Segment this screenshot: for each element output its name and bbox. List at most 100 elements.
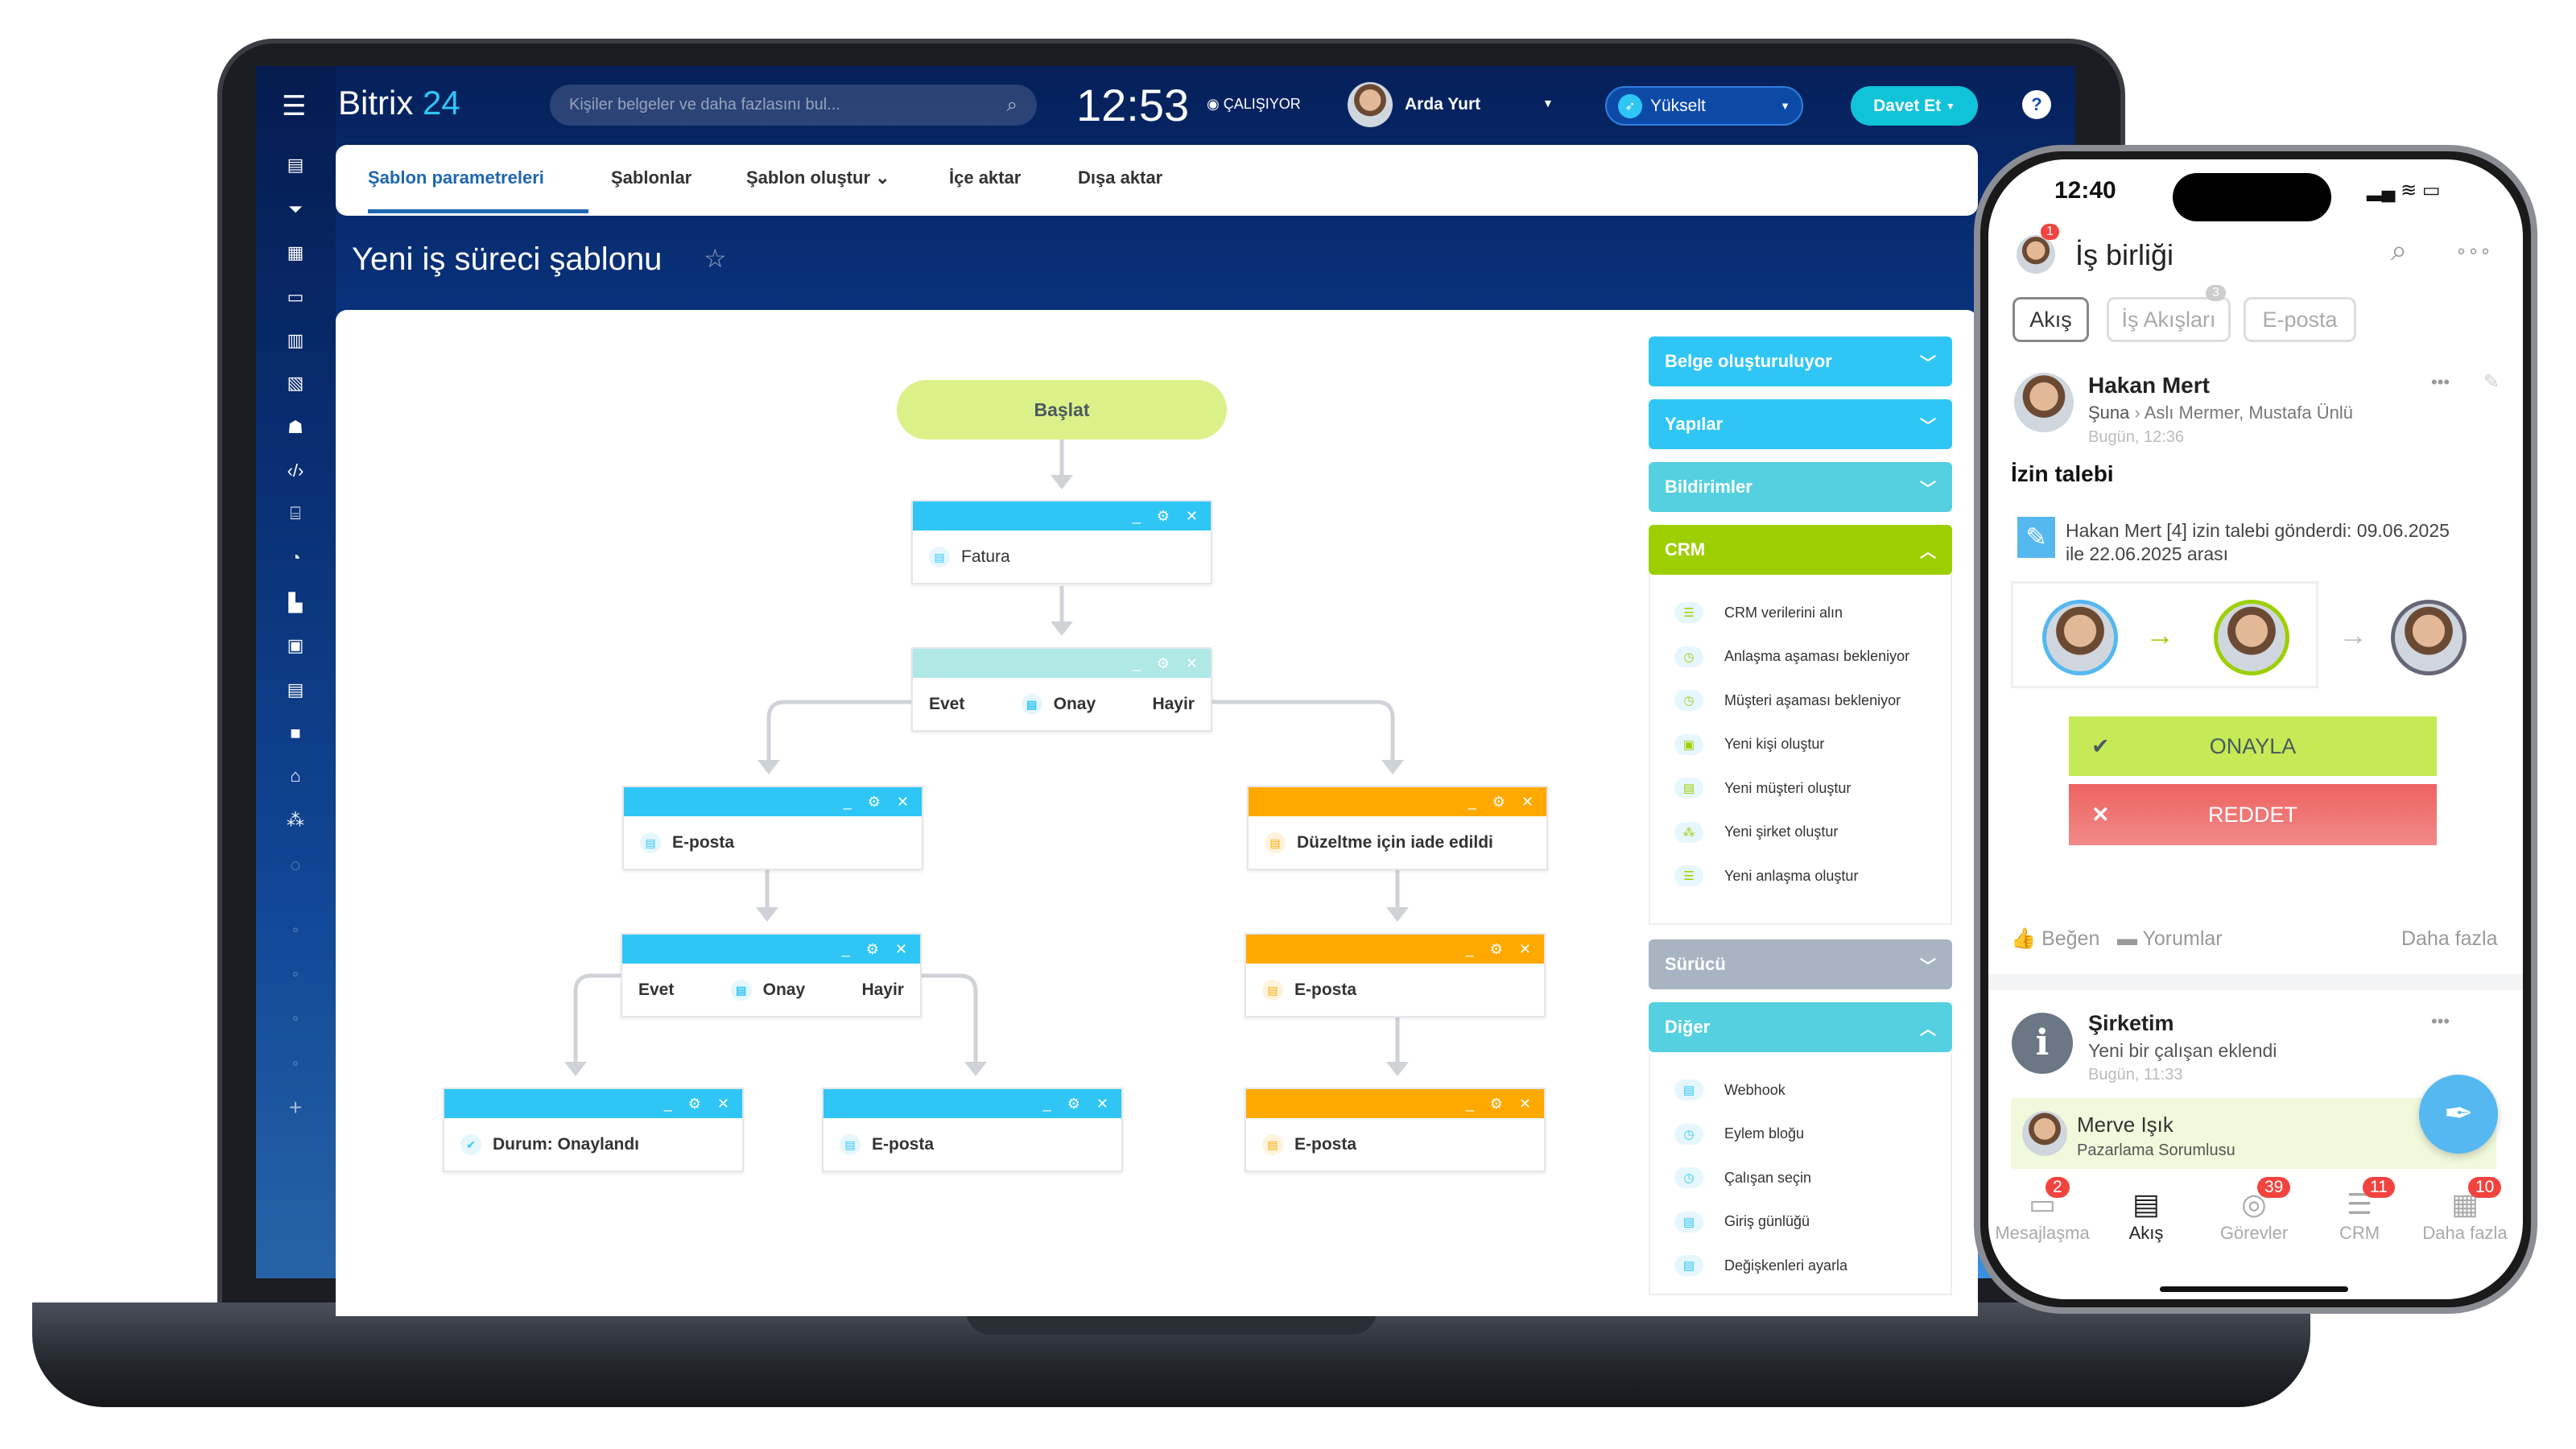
pin-icon[interactable]: ✎ — [2483, 371, 2500, 393]
nav-görevler[interactable]: ◎ Görevler — [2202, 1187, 2306, 1244]
close-icon[interactable]: ✕ — [1185, 654, 1198, 671]
crm-item[interactable]: ▤ Yeni müşteri oluştur — [1674, 778, 1851, 799]
gear-icon[interactable]: ⚙ — [687, 1095, 701, 1112]
invite-button[interactable]: Davet Et ▼ — [1851, 86, 1978, 126]
calendar-icon[interactable]: ▭ — [287, 287, 304, 308]
page-icon[interactable]: ▤ — [287, 679, 304, 700]
other-item[interactable]: ◷ Eylem bloğu — [1674, 1123, 1804, 1145]
author-avatar[interactable] — [2014, 373, 2074, 432]
close-icon[interactable]: ✕ — [1096, 1095, 1108, 1112]
grid-icon[interactable]: ▦ — [287, 242, 304, 262]
more-icon[interactable]: ••• — [2431, 372, 2450, 392]
help-icon[interactable]: ? — [2022, 90, 2051, 119]
plus-icon[interactable]: + — [288, 1095, 303, 1121]
minimize-icon[interactable]: _ — [843, 793, 852, 810]
upgrade-button[interactable]: ➶ Yükselt ▼ — [1605, 86, 1803, 126]
clock[interactable]: 12:53 — [1076, 80, 1190, 130]
other-item[interactable]: ▤ Webhook — [1674, 1080, 1785, 1100]
tab-1[interactable]: Şablonlar — [611, 167, 692, 188]
menu-icon[interactable]: ☰ — [282, 91, 307, 122]
chevron-down-icon[interactable]: ﹀ — [1920, 354, 1936, 373]
filter-icon[interactable]: ⏷ — [288, 199, 303, 220]
post2-author[interactable]: Şirketim — [2088, 1011, 2174, 1035]
tab-3[interactable]: İçe aktar — [949, 167, 1022, 188]
nav-crm[interactable]: ☰ CRM — [2307, 1187, 2412, 1244]
workflow-node[interactable]: _ ⚙ ✕ ▤ Fatura — [911, 500, 1212, 584]
nav-akış[interactable]: ▤ Akış — [2094, 1187, 2198, 1244]
tab-2[interactable]: Şablon oluştur ⌄ — [746, 167, 890, 188]
approve-button[interactable]: ✔ ONAYLA — [2069, 716, 2437, 776]
chevron-up-icon[interactable]: ︿ — [1920, 1020, 1936, 1038]
employee-name[interactable]: Merve Işık — [2077, 1113, 2174, 1137]
other-item[interactable]: ◷ Çalışan seçin — [1674, 1167, 1811, 1188]
chevron-down-icon[interactable]: ﹀ — [1920, 480, 1936, 498]
minimize-icon[interactable]: _ — [663, 1095, 672, 1112]
gear-icon[interactable]: ⚙ — [1067, 1095, 1080, 1112]
app-icon[interactable]: ◦ — [292, 1008, 299, 1029]
crm-item[interactable]: ☰ Yeni anlaşma oluştur — [1674, 865, 1858, 886]
crm-item[interactable]: ☰ CRM verilerini alın — [1674, 602, 1843, 623]
tab-email[interactable]: E-posta — [2244, 297, 2356, 342]
reject-button[interactable]: ✕ REDDET — [2069, 784, 2437, 845]
other-item[interactable]: ▤ Değişkenleri ayarla — [1674, 1255, 1847, 1276]
section-5[interactable]: Diğer ︿ — [1649, 1002, 1952, 1052]
image-icon[interactable]: ▣ — [287, 634, 304, 655]
gear-icon[interactable]: ⚙ — [1156, 507, 1170, 524]
gear-icon[interactable]: ⚙ — [1489, 1095, 1503, 1112]
crm-item[interactable]: ⁂ Yeni şirket oluştur — [1674, 821, 1838, 843]
minimize-icon[interactable]: _ — [1465, 1095, 1474, 1112]
more-button[interactable]: Daha fazla — [2401, 927, 2498, 950]
workflow-node[interactable]: _ ⚙ ✕ ▤ E-posta — [1245, 1088, 1546, 1172]
minimize-icon[interactable]: _ — [1042, 1095, 1051, 1112]
nav-daha fazla[interactable]: ▦ Daha fazla — [2413, 1187, 2517, 1244]
star-icon[interactable]: ☆ — [704, 244, 727, 273]
close-icon[interactable]: ✕ — [1521, 793, 1534, 810]
gear-icon[interactable]: ⚙ — [1156, 654, 1170, 671]
other-item[interactable]: ▤ Giriş günlüğü — [1674, 1211, 1810, 1232]
workflow-node[interactable]: _ ⚙ ✕ ▤ E-posta — [1245, 933, 1546, 1018]
user-avatar[interactable] — [1348, 82, 1393, 127]
clock-icon[interactable]: ◔ — [290, 547, 301, 568]
tab-feed[interactable]: Akış — [2013, 297, 2089, 342]
robot-icon[interactable]: ☗ — [287, 417, 303, 438]
search-input[interactable]: Kişiler belgeler ve daha fazlasını bul..… — [550, 85, 1037, 126]
chevron-up-icon[interactable]: ︿ — [1920, 543, 1936, 561]
team-icon[interactable]: ⁂ — [287, 810, 304, 831]
section-0[interactable]: Belge oluşturuluyor ﹀ — [1649, 336, 1952, 386]
post-recipients[interactable]: Aslı Mermer, Mustafa Ünlü — [2144, 402, 2353, 423]
app-icon[interactable]: ◦ — [292, 919, 299, 939]
chevron-down-icon[interactable]: ﹀ — [1920, 957, 1936, 976]
minimize-icon[interactable]: _ — [1132, 507, 1141, 524]
app-icon[interactable]: ◦ — [292, 964, 299, 985]
book-icon[interactable]: ▧ — [287, 372, 304, 393]
workflow-node[interactable]: _ ⚙ ✕ ▤ E-posta — [822, 1088, 1123, 1172]
chart-icon[interactable]: ▥ — [287, 329, 304, 350]
gear-icon[interactable]: ⚙ — [865, 940, 879, 957]
gear-icon[interactable]: ⚙ — [1489, 940, 1503, 957]
code-icon[interactable]: ‹/› — [287, 460, 304, 481]
minimize-icon[interactable]: _ — [1468, 793, 1476, 810]
app-icon[interactable]: ◦ — [292, 1052, 299, 1073]
section-2[interactable]: Bildirimler ﹀ — [1649, 462, 1952, 512]
close-icon[interactable]: ✕ — [716, 1095, 729, 1112]
start-node[interactable]: Başlat — [897, 380, 1227, 440]
clock2-icon[interactable]: ◌ — [290, 854, 301, 875]
new-employee-card[interactable] — [2011, 1098, 2496, 1169]
tab-0[interactable]: Şablon parametreleri — [368, 167, 544, 188]
user-name[interactable]: Arda Yurt — [1405, 95, 1481, 114]
like-button[interactable]: 👍 Beğen — [2011, 927, 2100, 950]
post-author[interactable]: Hakan Mert — [2088, 373, 2210, 398]
video-icon[interactable]: ■ — [290, 722, 301, 743]
approver-avatar-2[interactable] — [2214, 600, 2289, 675]
workflow-node[interactable]: _ ⚙ ✕ Evet ▤ Onay Hayir — [911, 647, 1212, 732]
close-icon[interactable]: ✕ — [1518, 1095, 1531, 1112]
tab-workflows[interactable]: İş Akışları — [2107, 297, 2231, 342]
comments-button[interactable]: ▬ Yorumlar — [2117, 927, 2223, 950]
close-icon[interactable]: ✕ — [1518, 940, 1531, 957]
shop-icon[interactable]: ⌂ — [290, 765, 301, 786]
workflow-node[interactable]: _ ⚙ ✕ ▤ Düzeltme için iade edildi — [1247, 786, 1548, 870]
compose-button[interactable]: ✒ — [2419, 1075, 2498, 1154]
doc-icon[interactable]: ▤ — [287, 155, 304, 175]
close-icon[interactable]: ✕ — [1185, 507, 1198, 524]
tab-4[interactable]: Dışa aktar — [1078, 167, 1163, 188]
